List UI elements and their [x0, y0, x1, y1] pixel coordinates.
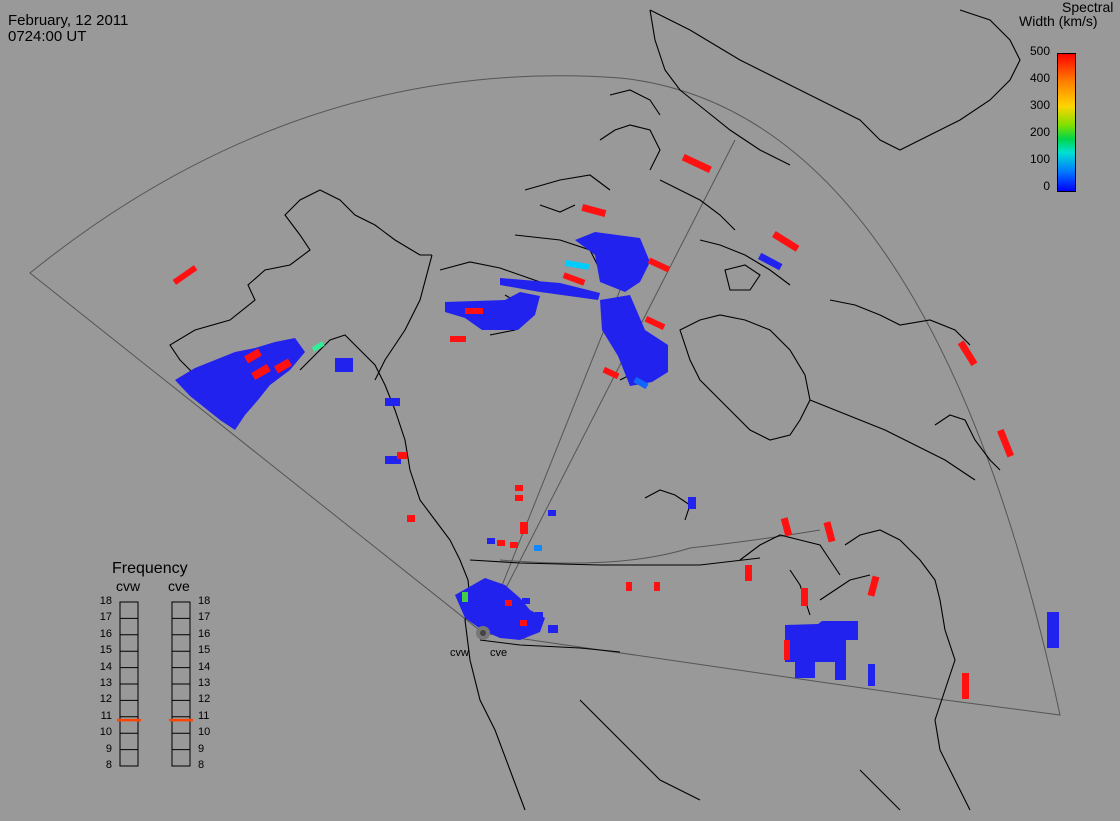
frequency-scale-label-left: 15	[99, 644, 112, 657]
frequency-gauges	[117, 601, 193, 767]
frequency-station-cve: cve	[168, 578, 190, 594]
radar-echoes-high-width	[172, 153, 1015, 699]
frequency-scale-label-left: 11	[100, 709, 112, 722]
frequency-scale-label-left: 16	[99, 627, 112, 640]
frequency-scale-label-right: 14	[198, 660, 211, 673]
frequency-scale-label-right: 15	[198, 644, 211, 657]
frequency-scale-label-right: 9	[198, 742, 205, 755]
colorbar-tick: 200	[1029, 125, 1050, 139]
colorbar-title-line1: Spectral	[1062, 0, 1114, 15]
frequency-scale-label-left: 8	[105, 759, 112, 771]
radar-site-label-cvw: cvw	[450, 647, 469, 659]
frequency-scale-label-right: 17	[198, 611, 211, 624]
observation-time: 0724:00 UT	[8, 28, 87, 45]
frequency-scale-label-right: 16	[198, 627, 211, 640]
colorbar-title-line2: Width (km/s)	[1019, 13, 1098, 29]
frequency-scale-label-right: 8	[198, 759, 205, 771]
radar-echoes-low-width	[175, 232, 1059, 686]
spectral-width-colorbar	[1057, 53, 1076, 192]
radar-site-markers	[476, 626, 490, 640]
radar-echoes-mid-width	[311, 259, 649, 602]
radar-site-label-cve: cve	[490, 647, 508, 659]
frequency-station-cvw: cvw	[116, 578, 141, 594]
frequency-panel-title: Frequency	[112, 560, 188, 577]
frequency-scale-label-left: 9	[105, 742, 112, 755]
coastlines	[169, 9, 1021, 811]
colorbar-tick: 500	[1029, 44, 1050, 58]
frequency-scale-label-left: 17	[99, 611, 112, 624]
observation-date: February, 12 2011	[8, 12, 129, 29]
frequency-scale-label-right: 18	[198, 595, 211, 607]
frequency-scale-label-left: 12	[99, 693, 112, 706]
frequency-scale-label-right: 10	[198, 726, 211, 739]
frequency-scale-label-right: 11	[198, 709, 210, 722]
frequency-scale-label-left: 13	[99, 677, 112, 689]
colorbar-tick: 300	[1029, 98, 1050, 112]
frequency-scale-label-left: 10	[99, 726, 112, 739]
frequency-scale-label-right: 12	[198, 693, 211, 706]
frequency-scale-label-right: 13	[198, 677, 211, 689]
fov-outline	[29, 75, 1061, 716]
colorbar-tick: 400	[1029, 71, 1050, 85]
colorbar-tick: 0	[1043, 179, 1050, 193]
colorbar-tick: 100	[1029, 152, 1050, 166]
frequency-scale-label-left: 14	[99, 660, 112, 673]
frequency-scale-label-left: 18	[99, 595, 112, 607]
